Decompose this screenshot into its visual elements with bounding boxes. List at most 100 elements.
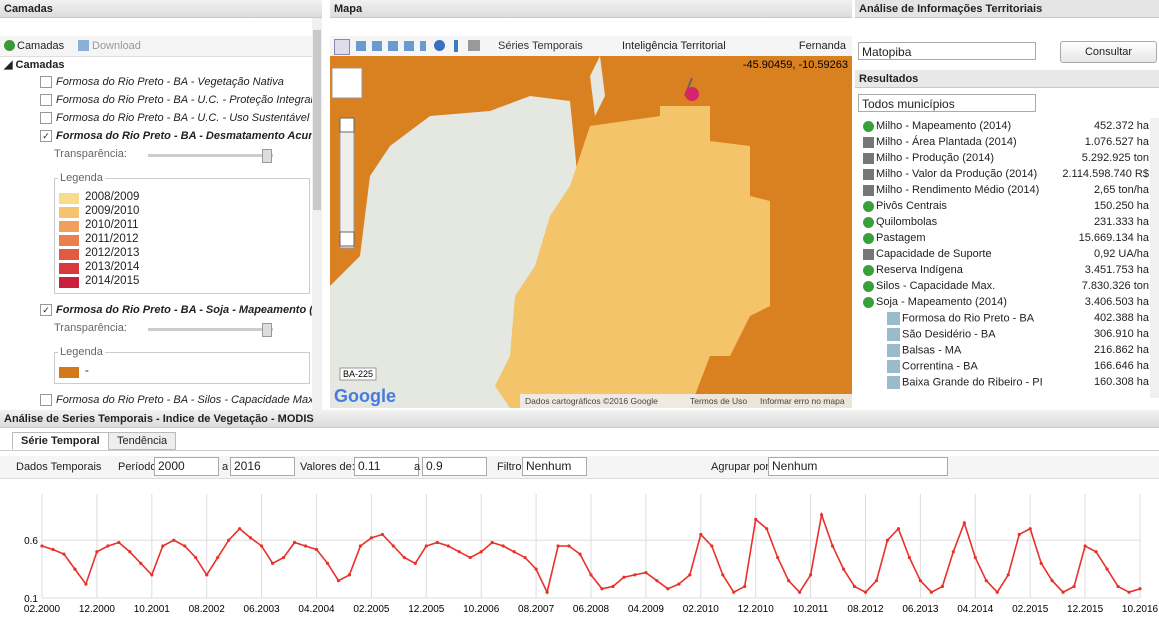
layer-item: ✓ Formosa do Rio Preto - BA - Soja - Mape… <box>40 304 312 316</box>
transparency-slider[interactable] <box>148 154 273 157</box>
data-point <box>436 541 439 544</box>
panel-header: Mapa <box>330 0 852 18</box>
map-pin[interactable] <box>685 87 699 101</box>
data-point <box>172 539 175 542</box>
data-point <box>556 544 559 547</box>
map[interactable]: BA-225 Google Dados cartográficos ©2016 … <box>330 56 852 408</box>
result-row[interactable]: Milho - Produção (2014)5.292.925 ton <box>863 152 1149 168</box>
data-point <box>513 550 516 553</box>
result-row[interactable]: Milho - Valor da Produção (2014)2.114.59… <box>863 168 1149 184</box>
data-point <box>502 544 505 547</box>
layer-checkbox[interactable] <box>40 394 52 406</box>
result-value: 15.669.134 ha <box>1079 232 1149 244</box>
select[interactable]: 2000 <box>154 457 219 476</box>
result-label: Milho - Produção (2014) <box>876 152 994 164</box>
tab-line <box>0 450 1159 451</box>
zoom-out[interactable] <box>340 232 354 246</box>
print-tool[interactable] <box>468 40 480 51</box>
result-icon <box>863 185 874 196</box>
data-point <box>974 556 977 559</box>
municipality-select[interactable]: Todos municípios <box>858 94 1036 112</box>
time-series-tool[interactable]: Séries Temporais <box>498 36 583 56</box>
data-point <box>73 568 76 571</box>
result-icon <box>887 312 900 325</box>
x-tick-label: 12.2005 <box>408 604 445 615</box>
add-layers-button[interactable]: Camadas <box>17 36 64 56</box>
data-point <box>326 562 329 565</box>
layer-checkbox[interactable] <box>40 76 52 88</box>
report-link[interactable]: Informar erro no mapa <box>760 396 845 406</box>
scrollbar[interactable] <box>1150 118 1159 398</box>
download-button[interactable]: Download <box>92 36 141 56</box>
x-tick-label: 10.2006 <box>463 604 500 615</box>
region-select[interactable]: Matopiba <box>858 42 1036 60</box>
layer-label: Formosa do Rio Preto - BA - Desmatamento… <box>56 130 312 142</box>
slider-handle[interactable] <box>262 323 272 337</box>
data-point <box>414 562 417 565</box>
layer-checkbox[interactable] <box>40 94 52 106</box>
tab-active[interactable]: Série Temporal <box>12 432 109 450</box>
legend-label: 2014/2015 <box>85 275 139 287</box>
x-tick-label: 08.2002 <box>189 604 226 615</box>
toolbar: Camadas Download <box>0 36 312 57</box>
zoom-in[interactable] <box>340 118 354 132</box>
select[interactable]: Nenhum <box>768 457 948 476</box>
query-button[interactable]: Consultar <box>1060 41 1157 63</box>
legend-label: 2011/2012 <box>85 233 139 245</box>
layer-checkbox[interactable] <box>40 112 52 124</box>
zoom-tools[interactable] <box>356 41 426 51</box>
scrollbar[interactable] <box>312 18 322 410</box>
data-point <box>293 541 296 544</box>
data-point <box>1007 573 1010 576</box>
transparency-slider[interactable] <box>148 328 273 331</box>
select[interactable]: Nenhum <box>522 457 587 476</box>
slider-handle[interactable] <box>262 149 272 163</box>
layer-checkbox[interactable]: ✓ <box>40 130 52 142</box>
data-point <box>985 579 988 582</box>
result-row[interactable]: Milho - Rendimento Médio (2014)2,65 ton/… <box>863 184 1149 200</box>
x-tick-label: 12.2015 <box>1067 604 1104 615</box>
result-row[interactable]: Soja - Mapeamento (2014)3.406.503 ha <box>863 296 1149 312</box>
result-value: 150.250 ha <box>1094 200 1149 212</box>
tab[interactable]: Tendência <box>108 432 176 450</box>
x-tick-label: 04.2014 <box>957 604 994 615</box>
territorial-tool[interactable]: Inteligência Territorial <box>622 36 726 56</box>
layer-item: Formosa do Rio Preto - BA - U.C. - Prote… <box>40 94 312 106</box>
zoom-slider[interactable] <box>340 118 354 248</box>
pin-tool[interactable] <box>454 40 458 52</box>
y-tick-label: 0.6 <box>24 536 38 547</box>
layer-checkbox[interactable]: ✓ <box>40 304 52 316</box>
toolbar-label: a <box>222 457 228 477</box>
select[interactable]: 0.9 <box>422 457 487 476</box>
select[interactable]: 0.11 <box>354 457 419 476</box>
tree-root[interactable]: ◢ Camadas <box>4 58 64 71</box>
result-label: Quilombolas <box>876 216 937 228</box>
result-icon <box>863 297 874 308</box>
data-point <box>952 550 955 553</box>
pan-tool[interactable] <box>334 39 350 55</box>
data-point <box>919 579 922 582</box>
data-point <box>1138 587 1141 590</box>
scroll-thumb[interactable] <box>313 30 321 210</box>
result-row[interactable]: Silos - Capacidade Max.7.830.326 ton <box>863 280 1149 296</box>
legend-swatch <box>59 193 79 204</box>
pan-control[interactable] <box>332 68 362 98</box>
info-tool[interactable] <box>434 40 445 51</box>
select[interactable]: 2016 <box>230 457 295 476</box>
user-menu[interactable]: Fernanda <box>799 36 846 56</box>
result-row[interactable]: Milho - Área Plantada (2014)1.076.527 ha <box>863 136 1149 152</box>
terms-link[interactable]: Termos de Uso <box>690 396 747 406</box>
x-tick-label: 02.2015 <box>1012 604 1049 615</box>
layer-label: Formosa do Rio Preto - BA - Soja - Mapea… <box>56 304 312 316</box>
result-row[interactable]: Milho - Mapeamento (2014)452.372 ha <box>863 120 1149 136</box>
